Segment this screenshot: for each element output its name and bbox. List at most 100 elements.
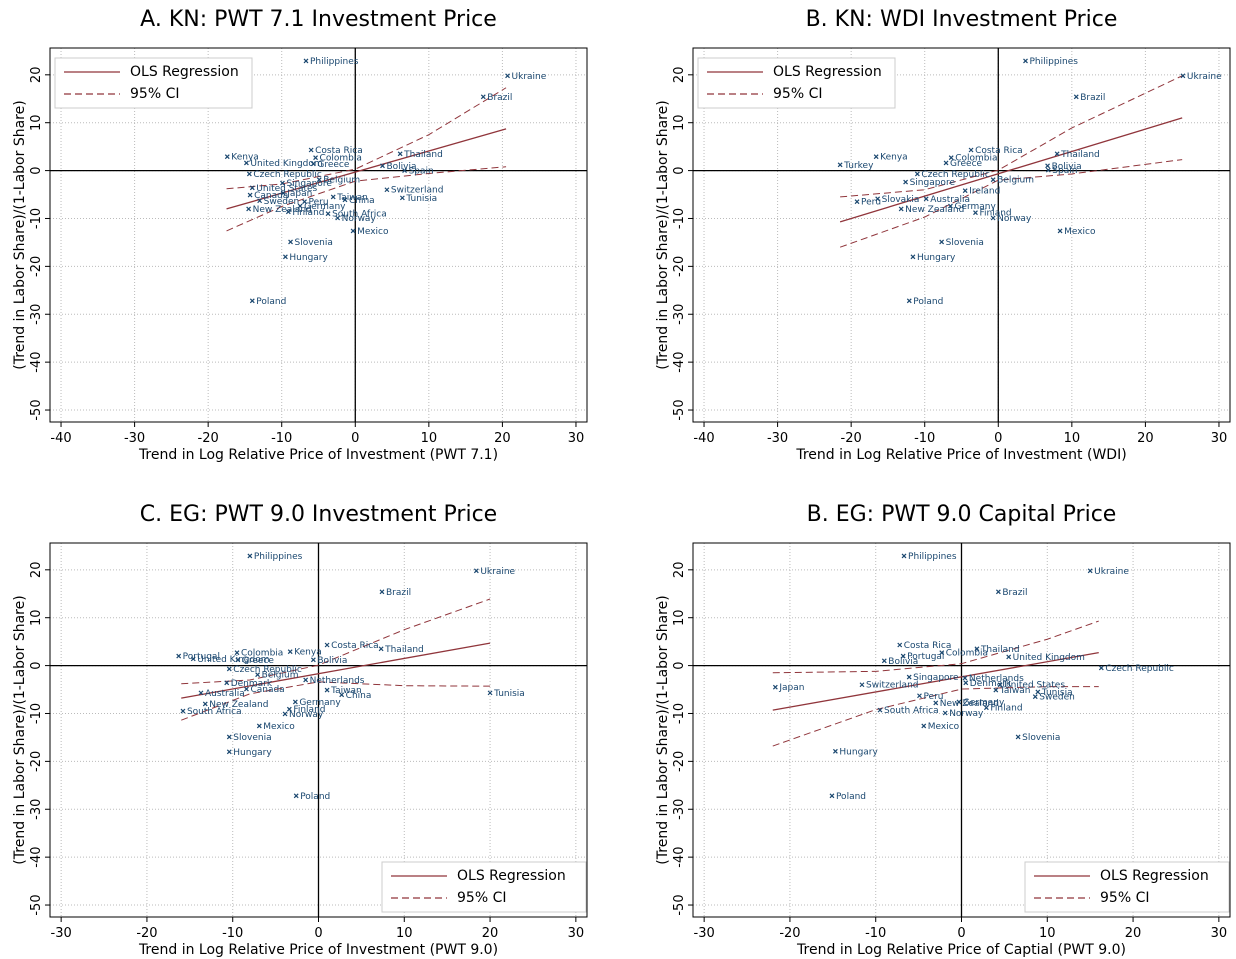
- point-marker: [198, 690, 204, 696]
- x-tick-label: -30: [694, 926, 715, 941]
- point-label: Philippines: [1029, 57, 1078, 67]
- point-marker: [993, 687, 999, 693]
- y-tick-label: 20: [29, 67, 44, 84]
- point-label: Singapore: [913, 673, 959, 683]
- point-label: South Africa: [187, 707, 242, 717]
- point-marker: [310, 161, 316, 167]
- x-tick-label: 30: [568, 926, 585, 941]
- x-axis-title: Trend in Log Relative Price of Captial (…: [796, 942, 1126, 958]
- point-marker: [939, 650, 945, 656]
- legend-label: OLS Regression: [773, 64, 882, 80]
- point-label: Ukraine: [1094, 567, 1129, 577]
- point-marker: [923, 196, 929, 202]
- point-label: New Zealand: [253, 205, 312, 215]
- point-label: Mexico: [928, 722, 960, 732]
- point-marker: [973, 210, 978, 216]
- point-marker: [995, 589, 1001, 595]
- point-label: Denmark: [970, 679, 1012, 689]
- point-marker: [948, 155, 954, 161]
- point-marker: [921, 723, 927, 729]
- point-marker: [324, 642, 330, 648]
- chart-panel: C. EG: PWT 9.0 Investment Price Trend in …: [12, 502, 588, 958]
- point-marker: [974, 646, 980, 652]
- point-label: United Kingdom: [1013, 653, 1085, 663]
- point-marker: [339, 692, 345, 698]
- point-marker: [898, 206, 904, 212]
- point-label: Kenya: [231, 153, 259, 163]
- point-marker: [939, 239, 945, 245]
- point-marker: [243, 160, 249, 166]
- point-marker: [325, 211, 331, 217]
- ci-upper-line: [772, 620, 1099, 674]
- chart-title: A. KN: PWT 7.1 Investment Price: [140, 7, 497, 32]
- legend-label: 95% CI: [457, 890, 506, 906]
- point-label: Spain: [409, 167, 434, 177]
- point-label: Hungary: [233, 748, 272, 758]
- point-marker: [487, 690, 493, 696]
- point-marker: [854, 199, 860, 205]
- y-tick-label: 20: [672, 562, 687, 579]
- point-label: Portugal: [183, 652, 220, 662]
- ci-upper-line: [840, 75, 1183, 198]
- point-label: Ukraine: [1187, 72, 1222, 82]
- x-tick-label: 0: [957, 926, 965, 941]
- point-marker: [285, 209, 291, 215]
- point-marker: [906, 674, 912, 680]
- y-tick-label: -20: [672, 751, 687, 772]
- point-label: Czech Republic: [921, 170, 990, 180]
- point-label: Taiwan: [336, 193, 368, 203]
- y-tick-label: -50: [672, 894, 687, 915]
- y-tick-label: -40: [29, 352, 44, 373]
- point-label: Philippines: [310, 57, 359, 67]
- x-tick-label: -30: [51, 926, 72, 941]
- point-label: Poland: [300, 792, 330, 802]
- point-label: Thailand: [980, 645, 1020, 655]
- point-label: Brazil: [1002, 588, 1027, 598]
- point-label: Poland: [256, 297, 286, 307]
- point-label: Thailand: [403, 150, 443, 160]
- legend-box: [697, 57, 896, 109]
- point-label: United States: [256, 184, 317, 194]
- point-label: Philippines: [254, 552, 303, 562]
- y-tick-label: 0: [29, 166, 44, 174]
- point-marker: [473, 568, 479, 574]
- point-label: Costa Rica: [331, 641, 379, 651]
- y-tick-label: -20: [672, 256, 687, 277]
- point-label: Slovenia: [1022, 733, 1060, 743]
- point-label: Turkey: [843, 161, 874, 171]
- chart-panel: B. EG: PWT 9.0 Capital Price Trend in Log…: [655, 502, 1231, 958]
- legend-label: OLS Regression: [130, 64, 239, 80]
- point-marker: [1054, 151, 1060, 157]
- point-label: Bolivia: [317, 656, 347, 666]
- point-marker: [963, 680, 969, 686]
- point-marker: [873, 154, 879, 160]
- x-tick-label: 10: [421, 431, 438, 446]
- point-marker: [282, 711, 288, 717]
- x-tick-label: -40: [50, 431, 71, 446]
- point-marker: [990, 215, 996, 221]
- x-tick-label: -40: [693, 431, 714, 446]
- point-label: Belgium: [262, 671, 299, 681]
- y-tick-label: -50: [29, 894, 44, 915]
- point-marker: [997, 682, 1003, 688]
- point-label: Belgium: [323, 176, 360, 186]
- point-label: Tunisia: [405, 194, 437, 204]
- plot-frame: [692, 47, 1231, 423]
- point-marker: [303, 58, 309, 64]
- point-label: United Kingdom: [250, 159, 322, 169]
- point-label: Greece: [242, 656, 274, 666]
- point-label: Australia: [930, 195, 970, 205]
- point-marker: [397, 151, 403, 157]
- x-tick-label: 0: [351, 431, 359, 446]
- x-tick-label: -20: [841, 431, 862, 446]
- point-label: Brazil: [386, 588, 411, 598]
- y-tick-label: -10: [672, 703, 687, 724]
- point-marker: [384, 187, 390, 193]
- y-tick-label: 10: [29, 609, 44, 626]
- point-label: Belgium: [997, 176, 1034, 186]
- point-label: Greece: [950, 159, 982, 169]
- point-label: Switzerland: [866, 681, 919, 691]
- point-label: Tunisia: [493, 689, 525, 699]
- point-label: Germany: [963, 698, 1005, 708]
